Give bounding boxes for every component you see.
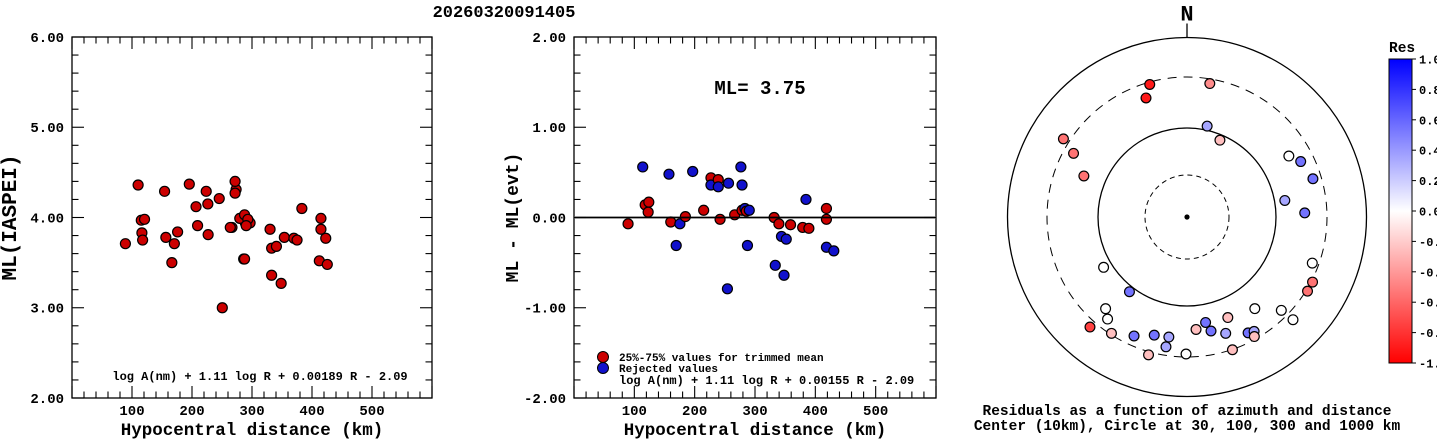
- svg-text:ML(IASPEI): ML(IASPEI): [0, 154, 23, 280]
- svg-text:Res: Res: [1389, 41, 1415, 57]
- svg-text:Center (10km), Circle at 30, 1: Center (10km), Circle at 30, 100, 300 an…: [974, 419, 1401, 435]
- svg-text:2.00: 2.00: [30, 392, 64, 408]
- svg-text:400: 400: [803, 404, 828, 420]
- svg-text:0.2: 0.2: [1419, 175, 1437, 189]
- svg-text:Hypocentral distance (km): Hypocentral distance (km): [121, 421, 384, 441]
- svg-text:300: 300: [742, 404, 767, 420]
- svg-text:0.4: 0.4: [1419, 145, 1437, 159]
- svg-text:-0.8: -0.8: [1419, 327, 1437, 341]
- svg-text:1.0: 1.0: [1419, 54, 1437, 68]
- svg-text:-2.00: -2.00: [524, 392, 566, 408]
- svg-text:2.00: 2.00: [532, 31, 566, 47]
- svg-text:log A(nm) + 1.11 log R + 0.001: log A(nm) + 1.11 log R + 0.00155 R - 2.0…: [619, 374, 914, 388]
- svg-text:Rejected values: Rejected values: [619, 364, 718, 376]
- svg-text:4.00: 4.00: [30, 211, 64, 227]
- svg-text:log A(nm) + 1.11 log R + 0.001: log A(nm) + 1.11 log R + 0.00189 R - 2.0…: [112, 370, 407, 384]
- svg-text:0.6: 0.6: [1419, 114, 1437, 128]
- svg-text:1.00: 1.00: [532, 121, 566, 137]
- svg-text:500: 500: [359, 404, 384, 420]
- svg-text:0.8: 0.8: [1419, 84, 1437, 98]
- svg-text:-0.4: -0.4: [1419, 266, 1437, 280]
- svg-text:5.00: 5.00: [30, 121, 64, 137]
- svg-text:200: 200: [682, 404, 707, 420]
- svg-text:0.00: 0.00: [532, 211, 566, 227]
- svg-text:-0.2: -0.2: [1419, 236, 1437, 250]
- svg-text:100: 100: [119, 404, 144, 420]
- svg-text:N: N: [1180, 3, 1193, 28]
- svg-text:300: 300: [239, 404, 264, 420]
- svg-text:ML= 3.75: ML= 3.75: [714, 78, 805, 100]
- svg-text:3.00: 3.00: [30, 302, 64, 318]
- svg-text:-0.6: -0.6: [1419, 297, 1437, 311]
- svg-text:500: 500: [863, 404, 888, 420]
- svg-text:-1.00: -1.00: [524, 302, 566, 318]
- svg-text:200: 200: [179, 404, 204, 420]
- svg-text:ML - ML(evt): ML - ML(evt): [504, 153, 524, 283]
- svg-text:6.00: 6.00: [30, 31, 64, 47]
- svg-text:Hypocentral distance (km): Hypocentral distance (km): [624, 421, 887, 441]
- svg-text:Residuals as a function of azi: Residuals as a function of azimuth and d…: [983, 404, 1392, 420]
- svg-text:100: 100: [622, 404, 647, 420]
- svg-text:0.0: 0.0: [1419, 206, 1437, 220]
- svg-text:400: 400: [299, 404, 324, 420]
- svg-text:-1.0: -1.0: [1419, 358, 1437, 372]
- svg-text:20260320091405: 20260320091405: [433, 4, 576, 23]
